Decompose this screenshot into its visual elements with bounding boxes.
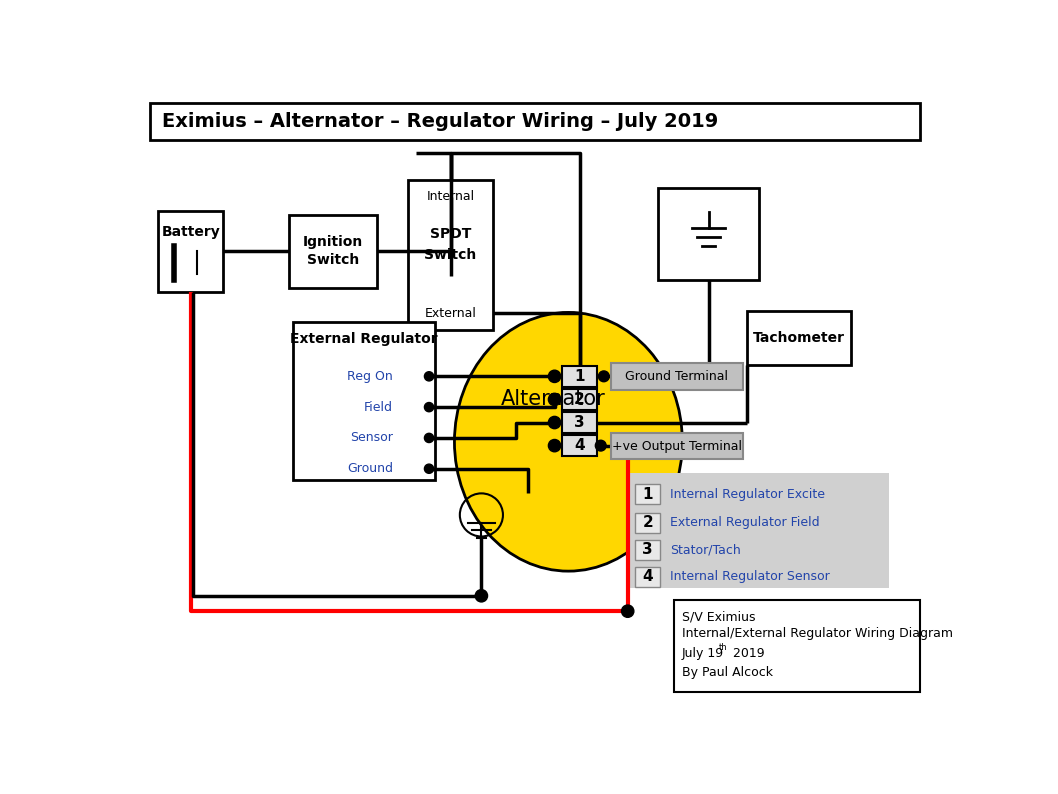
Text: +ve Output Terminal: +ve Output Terminal — [612, 440, 742, 453]
FancyBboxPatch shape — [150, 103, 920, 140]
Circle shape — [599, 371, 609, 382]
Text: SPDT: SPDT — [430, 227, 471, 241]
Text: Field: Field — [364, 401, 393, 414]
Circle shape — [475, 590, 488, 602]
FancyBboxPatch shape — [636, 484, 660, 504]
Text: External: External — [424, 306, 476, 320]
FancyBboxPatch shape — [408, 180, 493, 330]
Text: Tachometer: Tachometer — [753, 331, 845, 345]
Circle shape — [548, 439, 561, 452]
Text: Switch: Switch — [307, 253, 360, 268]
Text: Internal: Internal — [426, 191, 475, 203]
Text: 1: 1 — [574, 369, 585, 384]
FancyBboxPatch shape — [610, 433, 743, 460]
FancyBboxPatch shape — [289, 214, 378, 287]
FancyBboxPatch shape — [562, 388, 597, 410]
Text: S/V Eximius: S/V Eximius — [681, 610, 755, 623]
Circle shape — [596, 440, 606, 451]
Text: 3: 3 — [574, 415, 585, 430]
FancyBboxPatch shape — [674, 599, 920, 692]
FancyBboxPatch shape — [636, 567, 660, 587]
Text: 4: 4 — [574, 438, 585, 453]
Text: th: th — [718, 643, 727, 652]
Ellipse shape — [455, 312, 682, 571]
Text: Alternator: Alternator — [500, 389, 605, 410]
Circle shape — [424, 464, 434, 473]
Text: Internal/External Regulator Wiring Diagram: Internal/External Regulator Wiring Diagr… — [681, 627, 952, 640]
Text: July 19: July 19 — [681, 647, 724, 660]
Text: Ground Terminal: Ground Terminal — [625, 370, 729, 384]
FancyBboxPatch shape — [636, 513, 660, 533]
FancyBboxPatch shape — [562, 435, 597, 457]
Circle shape — [548, 393, 561, 406]
Circle shape — [548, 370, 561, 383]
FancyBboxPatch shape — [627, 472, 890, 588]
Text: Reg On: Reg On — [347, 370, 393, 383]
Text: 1: 1 — [642, 487, 653, 502]
Text: 2019: 2019 — [729, 647, 765, 660]
Circle shape — [424, 403, 434, 412]
Text: Battery: Battery — [162, 225, 220, 239]
Text: By Paul Alcock: By Paul Alcock — [681, 665, 772, 679]
FancyBboxPatch shape — [562, 412, 597, 434]
Text: Ignition: Ignition — [303, 235, 363, 249]
Text: 2: 2 — [574, 392, 585, 407]
Circle shape — [548, 416, 561, 429]
Text: External Regulator Field: External Regulator Field — [670, 516, 820, 529]
Text: Internal Regulator Sensor: Internal Regulator Sensor — [670, 570, 829, 583]
FancyBboxPatch shape — [658, 187, 759, 280]
FancyBboxPatch shape — [562, 365, 597, 387]
Circle shape — [424, 372, 434, 381]
Text: 4: 4 — [642, 569, 653, 584]
Text: External Regulator: External Regulator — [290, 333, 438, 346]
FancyBboxPatch shape — [158, 210, 223, 291]
FancyBboxPatch shape — [636, 540, 660, 560]
FancyBboxPatch shape — [293, 322, 435, 480]
FancyBboxPatch shape — [747, 311, 851, 364]
Text: Ground: Ground — [347, 462, 393, 476]
Text: 2: 2 — [642, 515, 653, 530]
Text: Eximius – Alternator – Regulator Wiring – July 2019: Eximius – Alternator – Regulator Wiring … — [162, 112, 718, 131]
Circle shape — [621, 605, 634, 618]
Text: Switch: Switch — [424, 249, 477, 263]
Circle shape — [424, 434, 434, 442]
FancyBboxPatch shape — [610, 363, 743, 390]
Text: 3: 3 — [642, 542, 653, 557]
Text: Stator/Tach: Stator/Tach — [670, 543, 741, 556]
Text: Internal Regulator Excite: Internal Regulator Excite — [670, 488, 825, 501]
Text: Sensor: Sensor — [350, 431, 393, 445]
